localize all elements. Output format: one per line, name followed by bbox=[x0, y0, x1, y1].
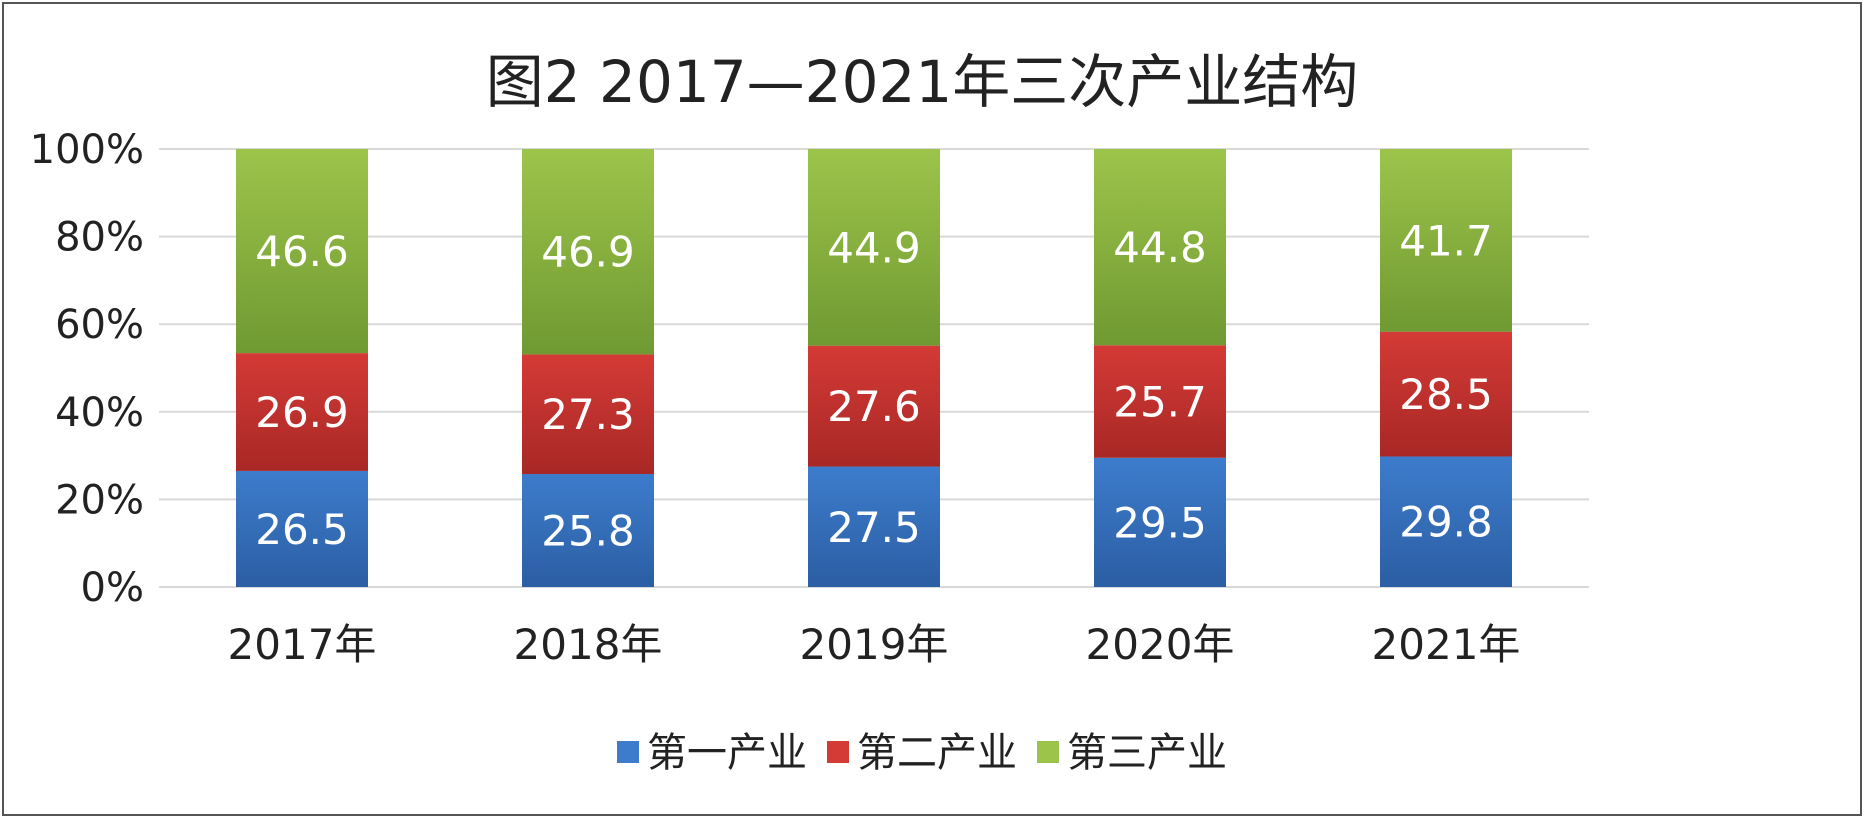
bar-segment bbox=[1094, 457, 1226, 587]
y-tick-label: 60% bbox=[55, 302, 144, 348]
legend-label: 第二产业 bbox=[857, 730, 1017, 776]
legend-label: 第三产业 bbox=[1067, 730, 1227, 776]
data-label: 27.5 bbox=[827, 503, 921, 552]
data-label: 25.7 bbox=[1113, 378, 1207, 427]
bar-segment bbox=[808, 345, 940, 467]
x-category-label: 2018年 bbox=[514, 620, 663, 669]
legend: 第一产业 第二产业 第三产业 bbox=[617, 730, 1227, 776]
bar-segment bbox=[522, 473, 654, 587]
x-category-label: 2017年 bbox=[228, 620, 377, 669]
y-axis-ticks: 0% 20% 40% 60% 80% 100% bbox=[30, 127, 144, 611]
data-label: 41.7 bbox=[1399, 216, 1493, 265]
bar-segment bbox=[1380, 331, 1512, 457]
data-label: 46.9 bbox=[541, 228, 635, 277]
y-tick-label: 80% bbox=[55, 215, 144, 261]
bar-segment bbox=[236, 353, 368, 471]
data-label: 44.9 bbox=[827, 223, 921, 272]
y-tick-label: 0% bbox=[81, 565, 144, 611]
legend-label: 第一产业 bbox=[647, 730, 807, 776]
y-tick-label: 40% bbox=[55, 390, 144, 436]
data-label: 26.9 bbox=[255, 388, 349, 437]
data-label: 26.5 bbox=[255, 505, 349, 554]
x-axis-categories: 2017年 2018年 2019年 2020年 2021年 bbox=[228, 620, 1521, 669]
data-label: 46.6 bbox=[255, 227, 349, 276]
x-category-label: 2021年 bbox=[1372, 620, 1521, 669]
chart-svg: 图2 2017—2021年三次产业结构 0% 20% 40% 60% 80% 100% 2… bbox=[30, 48, 1589, 776]
x-category-label: 2019年 bbox=[800, 620, 949, 669]
bar-segment bbox=[522, 149, 654, 355]
legend-swatch bbox=[617, 741, 639, 763]
data-label: 27.6 bbox=[827, 382, 921, 431]
legend-swatch bbox=[1037, 741, 1059, 763]
data-label: 29.5 bbox=[1113, 498, 1207, 547]
bar-segment bbox=[1380, 149, 1512, 332]
data-label: 29.8 bbox=[1399, 498, 1493, 547]
data-label: 44.8 bbox=[1113, 223, 1207, 272]
data-label: 28.5 bbox=[1399, 370, 1493, 419]
data-label: 25.8 bbox=[541, 506, 635, 555]
legend-swatch bbox=[827, 741, 849, 763]
x-category-label: 2020年 bbox=[1086, 620, 1235, 669]
bar-segment bbox=[236, 149, 368, 354]
bar-segment bbox=[522, 354, 654, 474]
data-label: 27.3 bbox=[541, 390, 635, 439]
data-labels: 26.5 26.9 46.6 25.8 27.3 46.9 27.5 27.6 44.9 29.5… bbox=[255, 216, 1493, 555]
bar-segment bbox=[1094, 345, 1226, 458]
bar-segment bbox=[1380, 456, 1512, 587]
bars bbox=[236, 149, 1512, 587]
chart-title: 图2 2017—2021年三次产业结构 bbox=[486, 48, 1359, 116]
y-tick-label: 20% bbox=[55, 477, 144, 523]
bar-segment bbox=[1094, 149, 1226, 346]
bar-segment bbox=[808, 466, 940, 587]
bar-segment bbox=[236, 470, 368, 587]
y-tick-label: 100% bbox=[30, 127, 144, 173]
bar-segment bbox=[808, 149, 940, 346]
